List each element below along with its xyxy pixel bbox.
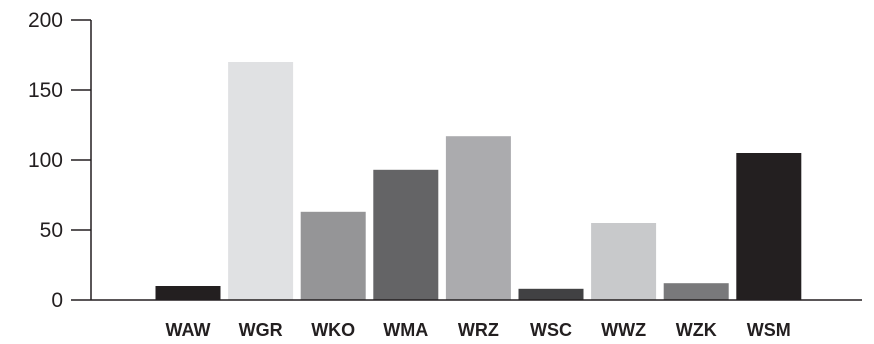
bar-wko — [300, 211, 366, 300]
x-category-label: WMA — [383, 320, 428, 340]
x-category-label: WKO — [311, 320, 355, 340]
bar-wsc — [518, 288, 584, 300]
y-tick-label: 100 — [28, 149, 63, 172]
bar-wma — [373, 169, 439, 300]
x-category-label: WRZ — [458, 320, 499, 340]
y-tick-label: 150 — [28, 79, 63, 102]
y-tick-label: 50 — [40, 219, 63, 242]
x-category-label: WSC — [530, 320, 572, 340]
x-category-label: WSM — [747, 320, 791, 340]
x-category-label: WAW — [166, 320, 211, 340]
y-ticks: 0 50 100 150 200 — [28, 9, 91, 312]
bar-wwz — [591, 223, 657, 300]
bar-waw — [155, 286, 221, 300]
bar-wzk — [663, 283, 729, 300]
x-category-label: WGR — [239, 320, 283, 340]
x-labels: WAW WGR WKO WMA WRZ WSC WWZ WZK WSM — [166, 320, 791, 340]
bars — [155, 62, 802, 300]
bar-wsm — [736, 153, 802, 300]
bar-wgr — [228, 62, 294, 300]
y-tick-label: 0 — [51, 289, 63, 312]
bar-wrz — [445, 136, 511, 300]
y-tick-label: 200 — [28, 9, 63, 32]
x-category-label: WWZ — [601, 320, 646, 340]
x-category-label: WZK — [676, 320, 717, 340]
